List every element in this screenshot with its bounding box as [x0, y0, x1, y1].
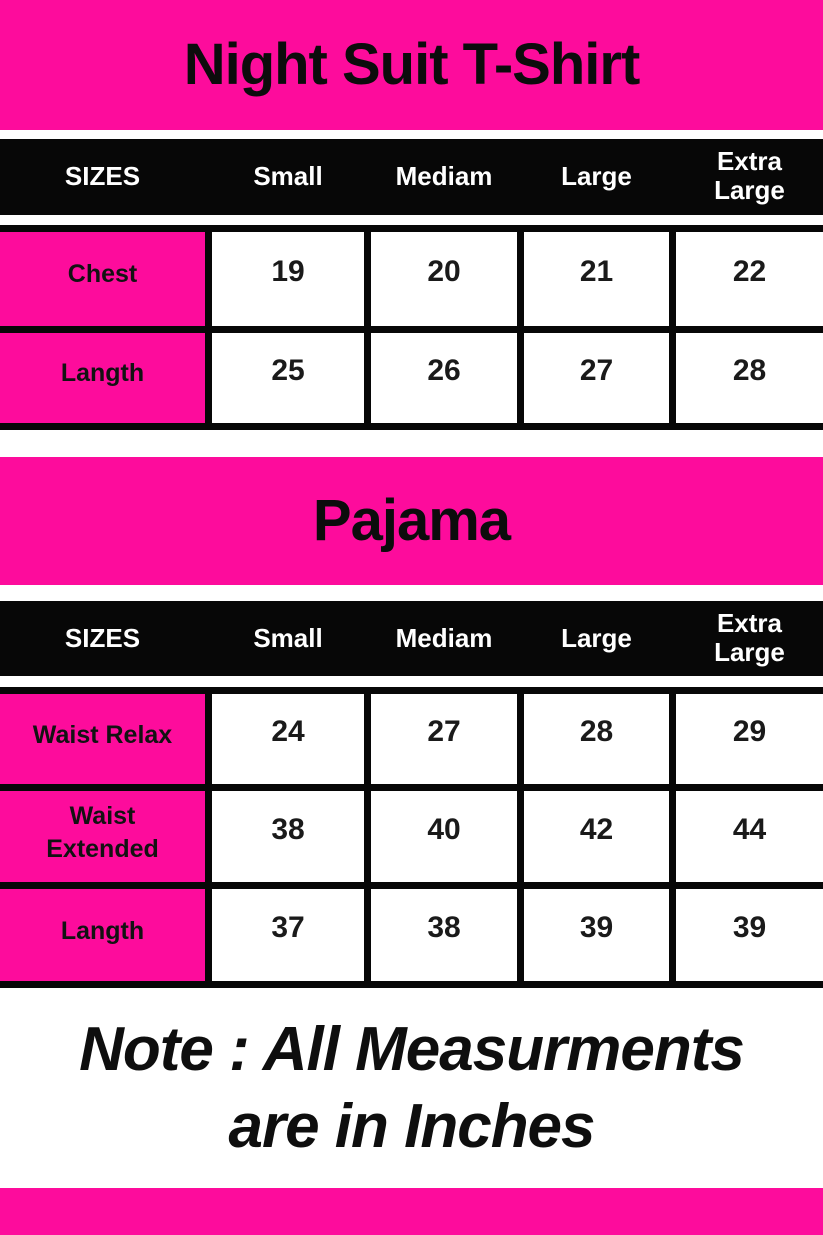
pajama-length-large-value: 39	[524, 889, 669, 982]
table-row-pajama-length: Langth 37 38 39 39	[0, 889, 823, 982]
chest-row-label: Chest	[67, 260, 138, 289]
tshirt-header-bar: SIZES Small Mediam Large Extra Large	[0, 138, 823, 215]
waist-relax-large-value: 28	[524, 694, 669, 785]
tshirt-header-extra-large: Extra Large	[676, 147, 823, 206]
pajama-header-sizes: SIZES	[0, 623, 205, 654]
waist-extended-row-label: Waist Extended	[46, 802, 159, 863]
pajama-header-bar: SIZES Small Mediam Large Extra Large	[0, 600, 823, 677]
length-large-value: 27	[524, 332, 669, 423]
pajama-length-row-label: Langth	[60, 917, 145, 946]
waist-relax-row-label-cell: Waist Relax	[0, 694, 205, 785]
waist-extended-large-value: 42	[524, 791, 669, 883]
waist-extended-extra-large-value: 44	[676, 791, 823, 883]
pajama-length-small-value: 37	[212, 889, 364, 982]
pajama-header-medium-label: Mediam	[395, 622, 493, 653]
pajama-title: Pajama	[312, 488, 511, 554]
tshirt-header-medium: Mediam	[371, 161, 517, 192]
tshirt-header-sizes: SIZES	[0, 161, 205, 192]
length-row-label-cell: Langth	[0, 332, 205, 423]
pajama-length-row-label-cell: Langth	[0, 889, 205, 982]
tshirt-header-extra-large-label: Extra Large	[714, 146, 785, 206]
tshirt-header-small-label: Small	[253, 161, 323, 192]
chest-row-label-cell: Chest	[0, 231, 205, 326]
tshirt-header-large-label: Large	[561, 161, 632, 192]
waist-relax-medium-value: 27	[371, 694, 517, 785]
waist-extended-small-value: 38	[212, 791, 364, 883]
tshirt-size-table: Chest 19 20 21 22 Langth 25 26 27 28	[0, 224, 823, 430]
tshirt-title: Night Suit T-Shirt	[183, 32, 641, 98]
waist-relax-small-value: 24	[212, 694, 364, 785]
tshirt-title-banner: Night Suit T-Shirt	[0, 0, 823, 130]
length-extra-large-value: 28	[676, 332, 823, 423]
note-line-1: Note : All Measurments	[79, 1015, 745, 1085]
length-small-value: 25	[212, 332, 364, 423]
length-row-label: Langth	[60, 359, 145, 388]
footer-pink-bar	[0, 1188, 823, 1235]
pajama-header-large-label: Large	[561, 622, 632, 653]
tshirt-header-sizes-label: SIZES	[64, 161, 141, 192]
pajama-header-medium: Mediam	[371, 623, 517, 654]
tshirt-header-medium-label: Mediam	[395, 161, 493, 192]
waist-relax-extra-large-value: 29	[676, 694, 823, 785]
pajama-header-large: Large	[524, 623, 669, 654]
table-row-waist-relax: Waist Relax 24 27 28 29	[0, 694, 823, 785]
length-medium-value: 26	[371, 332, 517, 423]
table-row-chest: Chest 19 20 21 22	[0, 231, 823, 326]
note-line-2: are in Inches	[228, 1092, 595, 1162]
pajama-length-medium-value: 38	[371, 889, 517, 982]
pajama-header-sizes-label: SIZES	[64, 622, 141, 653]
measurement-note: Note : All Measurments are in Inches	[0, 988, 823, 1188]
table-row-length: Langth 25 26 27 28	[0, 332, 823, 423]
waist-extended-row-label-cell: Waist Extended	[0, 791, 205, 883]
pajama-size-table: Waist Relax 24 27 28 29 Waist Extended 3…	[0, 687, 823, 989]
pajama-length-extra-large-value: 39	[676, 889, 823, 982]
pajama-title-banner: Pajama	[0, 456, 823, 585]
chest-small-value: 19	[212, 231, 364, 326]
pajama-header-extra-large: Extra Large	[676, 607, 823, 668]
tshirt-header-small: Small	[212, 161, 364, 192]
tshirt-header-large: Large	[524, 161, 669, 192]
pajama-header-small-label: Small	[253, 622, 323, 653]
table-row-waist-extended: Waist Extended 38 40 42 44	[0, 791, 823, 883]
chest-large-value: 21	[524, 231, 669, 326]
waist-relax-row-label: Waist Relax	[32, 721, 173, 750]
chest-extra-large-value: 22	[676, 231, 823, 326]
pajama-header-extra-large-label: Extra Large	[714, 607, 785, 667]
chest-medium-value: 20	[371, 231, 517, 326]
waist-extended-medium-value: 40	[371, 791, 517, 883]
pajama-header-small: Small	[212, 623, 364, 654]
